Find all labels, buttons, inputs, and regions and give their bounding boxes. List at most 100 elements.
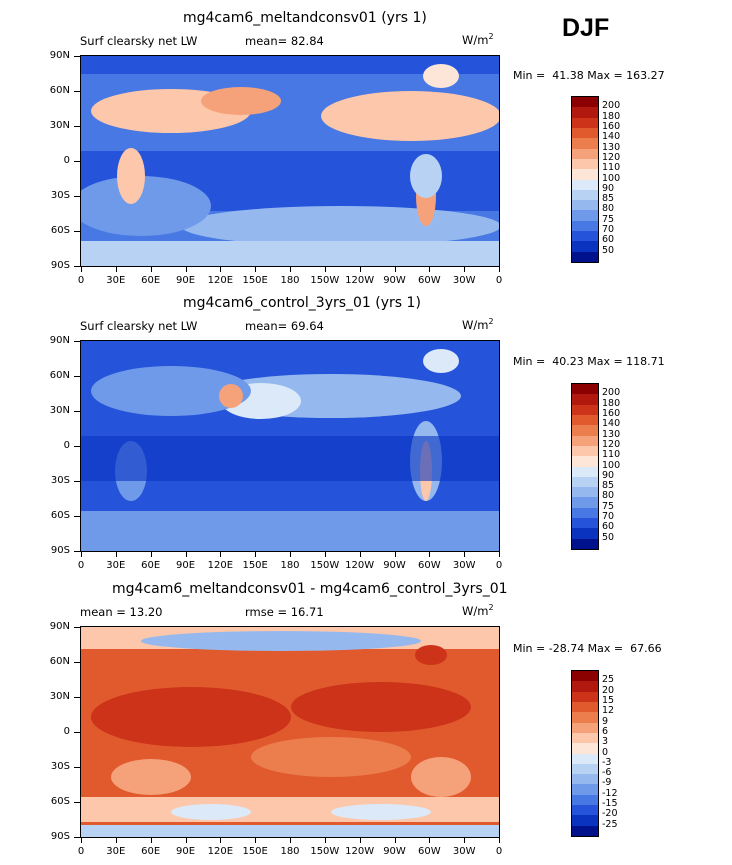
panel-1-xtick-mark xyxy=(464,267,465,272)
panel-2-ytick-mark xyxy=(74,551,80,552)
panel-2-colorbar-label: 80 xyxy=(602,490,615,502)
panel-2-variable-label: Surf clearsky net LW xyxy=(80,319,198,333)
panel-1-xtick-mark xyxy=(116,267,117,272)
panel-2-colorbar-swatch xyxy=(572,487,598,498)
panel-1-colorbar-label: 120 xyxy=(602,151,621,163)
panel-1-title: mg4cam6_meltandconsv01 (yrs 1) xyxy=(183,10,427,26)
panel-1-colorbar-label: 130 xyxy=(602,141,621,153)
panel-2-colorbar-label: 85 xyxy=(602,480,615,492)
panel-3-map xyxy=(80,626,500,838)
panel-3-ytick-label: 90S xyxy=(50,831,70,842)
panel-1-colorbar-label: 80 xyxy=(602,203,615,215)
panel-3-colorbar-swatch xyxy=(572,815,598,826)
panel-2-ytick-mark xyxy=(74,516,80,517)
panel-2-xtick-mark xyxy=(220,552,221,557)
panel-2-ytick-label: 30N xyxy=(49,405,70,416)
panel-2-colorbar-label: 70 xyxy=(602,511,615,523)
panel-1-colorbar-swatch xyxy=(572,97,598,108)
panel-2-xtick-mark xyxy=(429,552,430,557)
panel-1-xtick-label: 90E xyxy=(175,275,196,286)
panel-3-units: W/m2 xyxy=(462,603,494,618)
panel-3-xtick-mark xyxy=(81,838,82,843)
panel-3-colorbar-swatch xyxy=(572,763,598,775)
panel-2-colorbar-swatch xyxy=(572,507,598,519)
panel-3-xtick-mark xyxy=(360,838,361,843)
panel-3-colorbar-label: -15 xyxy=(602,798,618,810)
panel-1-ytick-mark xyxy=(74,126,80,127)
panel-2-ytick-mark xyxy=(74,376,80,377)
panel-1-map xyxy=(80,55,500,267)
panel-3-mean-label: mean = 13.20 xyxy=(80,605,163,619)
panel-1-colorbar-swatch xyxy=(572,117,598,128)
panel-1-colorbar-swatch xyxy=(572,179,598,190)
panel-1-colorbar-swatch xyxy=(572,107,598,118)
panel-1-colorbar-swatch xyxy=(572,148,598,159)
panel-1-xtick-label: 150E xyxy=(242,275,268,286)
panel-1-ytick-label: 90S xyxy=(50,260,70,271)
panel-3-minmax: Min = -28.74 Max = 67.66 xyxy=(513,642,662,655)
panel-3-ytick-mark xyxy=(74,837,80,838)
panel-2-units: W/m2 xyxy=(462,317,494,332)
panel-1-field xyxy=(81,56,499,266)
panel-3-xtick-label: 150W xyxy=(310,846,340,857)
panel-3-ytick-label: 30S xyxy=(50,761,70,772)
panel-3-colorbar-swatch xyxy=(572,743,598,754)
panel-3-colorbar-label: 20 xyxy=(602,684,615,696)
panel-2-xtick-label: 90E xyxy=(175,560,196,571)
panel-2-colorbar-swatch xyxy=(572,435,598,446)
panel-3-colorbar-swatch xyxy=(572,691,598,702)
panel-2-xtick-mark xyxy=(290,552,291,557)
panel-2-ytick-label: 60N xyxy=(49,370,70,381)
panel-2-xtick-label: 120W xyxy=(345,560,375,571)
panel-1-ytick-mark xyxy=(74,266,80,267)
panel-1-xtick-mark xyxy=(81,267,82,272)
panel-3-xtick-mark xyxy=(116,838,117,843)
panel-2-colorbar-swatch xyxy=(572,414,598,426)
panel-2-xtick-label: 150W xyxy=(310,560,340,571)
panel-2-colorbar-label: 60 xyxy=(602,521,615,533)
panel-3-colorbar-label: 15 xyxy=(602,694,615,706)
panel-1-colorbar-label: 85 xyxy=(602,193,615,205)
panel-3-colorbar-label: -12 xyxy=(602,787,618,799)
panel-2-mean-label: mean= 69.64 xyxy=(245,319,324,333)
panel-2-xtick-mark xyxy=(116,552,117,557)
panel-1-xtick-label: 120E xyxy=(207,275,234,286)
panel-1-colorbar-swatch xyxy=(572,189,598,201)
panel-3-colorbar-swatch xyxy=(572,732,598,744)
panel-1-ytick-mark xyxy=(74,231,80,232)
panel-1-colorbar-swatch xyxy=(572,251,598,262)
panel-2-field xyxy=(81,341,499,551)
panel-1-colorbar-label: 200 xyxy=(602,100,621,112)
panel-2-xtick-label: 180 xyxy=(280,560,300,571)
panel-1-colorbar-swatch xyxy=(572,169,598,180)
panel-2-xtick-label: 30W xyxy=(452,560,476,571)
panel-2-xtick-label: 150E xyxy=(242,560,268,571)
panel-2-colorbar-label: 75 xyxy=(602,500,615,512)
panel-1-xtick-label: 60E xyxy=(141,275,161,286)
panel-3-xtick-label: 120W xyxy=(345,846,375,857)
panel-3-title: mg4cam6_meltandconsv01 - mg4cam6_control… xyxy=(112,581,508,597)
panel-1-xtick-mark xyxy=(429,267,430,272)
panel-1-xtick-label: 60W xyxy=(418,275,441,286)
panel-3-xtick-label: 30E xyxy=(106,846,126,857)
panel-1-colorbar-label: 75 xyxy=(602,213,615,225)
panel-2-ytick-label: 0 xyxy=(63,440,70,451)
panel-2-xtick-label: 90W xyxy=(383,560,406,571)
panel-3-colorbar-label: 9 xyxy=(602,715,609,727)
panel-3-colorbar-swatch xyxy=(572,774,598,785)
panel-2-colorbar-label: 160 xyxy=(602,407,621,419)
panel-2-colorbar-swatch xyxy=(572,476,598,488)
panel-1-colorbar-label: 160 xyxy=(602,120,621,132)
panel-1-colorbar-label: 100 xyxy=(602,172,621,184)
panel-1-colorbar-label: 110 xyxy=(602,162,621,174)
panel-2-colorbar-label: 200 xyxy=(602,387,621,399)
panel-1-xtick-label: 30W xyxy=(452,275,476,286)
panel-1-colorbar-swatch xyxy=(572,231,598,242)
panel-3-xtick-mark xyxy=(429,838,430,843)
panel-3-colorbar-label: 3 xyxy=(602,736,609,748)
panel-1-colorbar xyxy=(571,96,599,263)
panel-1-units: W/m2 xyxy=(462,32,494,47)
panel-1-xtick-label: 120W xyxy=(345,275,375,286)
panel-1-colorbar-swatch xyxy=(572,200,598,211)
panel-3-colorbar-label: 6 xyxy=(602,725,609,737)
